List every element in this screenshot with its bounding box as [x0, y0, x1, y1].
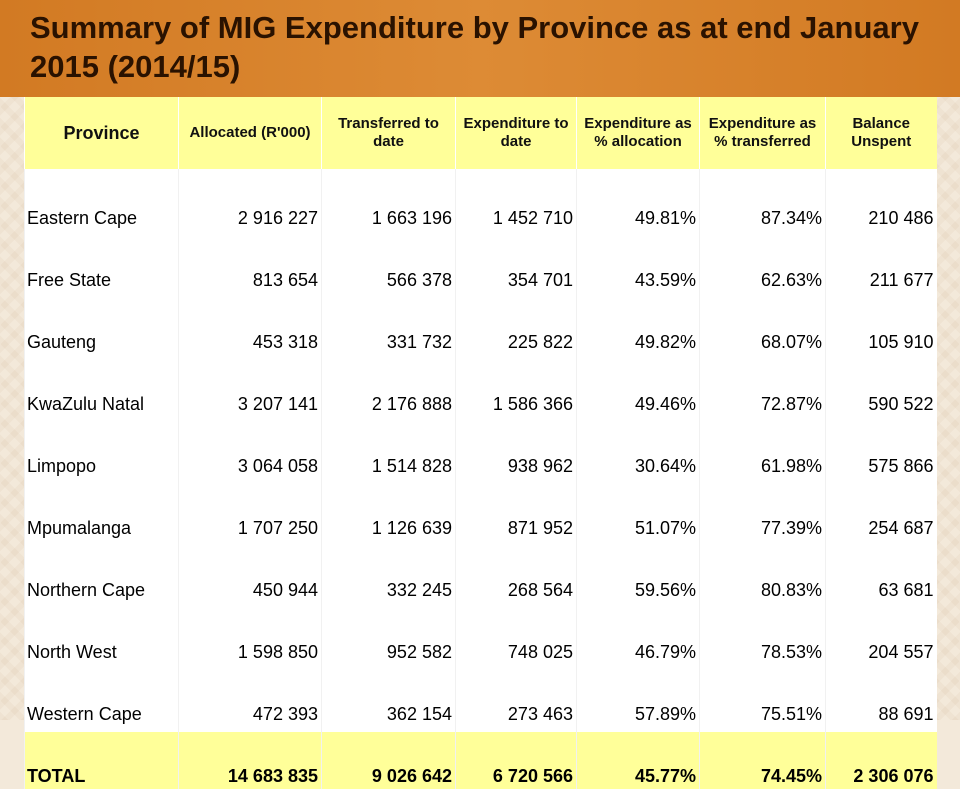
cell-exp-pct-allocation: 51.07%	[576, 484, 700, 546]
table-body: Eastern Cape 2 916 227 1 663 196 1 452 7…	[24, 169, 937, 789]
cell-exp-pct-transferred: 77.39%	[699, 484, 826, 546]
cell-exp-pct-transferred: 78.53%	[699, 608, 826, 670]
cell-exp-pct-transferred: 68.07%	[699, 298, 826, 360]
cell-allocated: 3 207 141	[178, 360, 322, 422]
cell-transferred: 362 154	[321, 670, 456, 732]
slide-title: Summary of MIG Expenditure by Province a…	[30, 10, 919, 84]
cell-balance-unspent: 211 677	[825, 236, 937, 298]
cell-province: Eastern Cape	[24, 169, 179, 236]
total-row: TOTAL 14 683 835 9 026 642 6 720 566 45.…	[24, 732, 937, 789]
table-header-row: Province Allocated (R'000) Transferred t…	[24, 97, 937, 169]
cell-expenditure: 938 962	[455, 422, 577, 484]
title-bar: Summary of MIG Expenditure by Province a…	[0, 0, 960, 97]
header-transferred: Transferred to date	[321, 97, 456, 169]
title-band	[0, 0, 960, 97]
header-exp-pct-allocation: Expenditure as % allocation	[576, 97, 700, 169]
cell-balance-unspent: 254 687	[825, 484, 937, 546]
expenditure-table: Province Allocated (R'000) Transferred t…	[24, 97, 937, 789]
cell-province: Western Cape	[24, 670, 179, 732]
cell-balance-unspent: 204 557	[825, 608, 937, 670]
table-row: KwaZulu Natal 3 207 141 2 176 888 1 586 …	[24, 360, 937, 422]
header-balance-unspent: Balance Unspent	[825, 97, 937, 169]
cell-exp-pct-allocation: 49.82%	[576, 298, 700, 360]
cell-expenditure: 871 952	[455, 484, 577, 546]
cell-balance-unspent: 210 486	[825, 169, 937, 236]
cell-province: North West	[24, 608, 179, 670]
cell-allocated: 1 707 250	[178, 484, 322, 546]
cell-allocated: 450 944	[178, 546, 322, 608]
cell-exp-pct-transferred: 87.34%	[699, 169, 826, 236]
table-row: Limpopo 3 064 058 1 514 828 938 962 30.6…	[24, 422, 937, 484]
cell-exp-pct-allocation: 59.56%	[576, 546, 700, 608]
header-exp-pct-transferred: Expenditure as % transferred	[699, 97, 826, 169]
total-label: TOTAL	[24, 732, 179, 789]
cell-transferred: 1 126 639	[321, 484, 456, 546]
cell-allocated: 472 393	[178, 670, 322, 732]
cell-allocated: 453 318	[178, 298, 322, 360]
table-row: Free State 813 654 566 378 354 701 43.59…	[24, 236, 937, 298]
cell-expenditure: 268 564	[455, 546, 577, 608]
cell-balance-unspent: 63 681	[825, 546, 937, 608]
cell-province: KwaZulu Natal	[24, 360, 179, 422]
cell-exp-pct-allocation: 46.79%	[576, 608, 700, 670]
total-exp-pct-allocation: 45.77%	[576, 732, 700, 789]
cell-exp-pct-transferred: 75.51%	[699, 670, 826, 732]
cell-exp-pct-transferred: 80.83%	[699, 546, 826, 608]
cell-expenditure: 1 452 710	[455, 169, 577, 236]
cell-expenditure: 748 025	[455, 608, 577, 670]
total-expenditure: 6 720 566	[455, 732, 577, 789]
cell-province: Mpumalanga	[24, 484, 179, 546]
header-expenditure: Expenditure to date	[455, 97, 577, 169]
cell-exp-pct-allocation: 49.46%	[576, 360, 700, 422]
table-row: Western Cape 472 393 362 154 273 463 57.…	[24, 670, 937, 732]
table-row: North West 1 598 850 952 582 748 025 46.…	[24, 608, 937, 670]
cell-exp-pct-allocation: 57.89%	[576, 670, 700, 732]
cell-exp-pct-transferred: 61.98%	[699, 422, 826, 484]
cell-province: Northern Cape	[24, 546, 179, 608]
cell-transferred: 566 378	[321, 236, 456, 298]
cell-expenditure: 225 822	[455, 298, 577, 360]
cell-balance-unspent: 575 866	[825, 422, 937, 484]
table-row: Mpumalanga 1 707 250 1 126 639 871 952 5…	[24, 484, 937, 546]
cell-province: Gauteng	[24, 298, 179, 360]
cell-transferred: 2 176 888	[321, 360, 456, 422]
cell-balance-unspent: 105 910	[825, 298, 937, 360]
expenditure-table-container: Province Allocated (R'000) Transferred t…	[24, 97, 937, 789]
cell-expenditure: 273 463	[455, 670, 577, 732]
cell-exp-pct-allocation: 49.81%	[576, 169, 700, 236]
total-transferred: 9 026 642	[321, 732, 456, 789]
table-row: Gauteng 453 318 331 732 225 822 49.82% 6…	[24, 298, 937, 360]
total-exp-pct-transferred: 74.45%	[699, 732, 826, 789]
cell-transferred: 331 732	[321, 298, 456, 360]
cell-transferred: 1 514 828	[321, 422, 456, 484]
cell-province: Limpopo	[24, 422, 179, 484]
header-allocated: Allocated (R'000)	[178, 97, 322, 169]
cell-transferred: 332 245	[321, 546, 456, 608]
cell-transferred: 952 582	[321, 608, 456, 670]
cell-balance-unspent: 590 522	[825, 360, 937, 422]
cell-allocated: 1 598 850	[178, 608, 322, 670]
cell-exp-pct-transferred: 72.87%	[699, 360, 826, 422]
total-balance-unspent: 2 306 076	[825, 732, 937, 789]
cell-allocated: 813 654	[178, 236, 322, 298]
cell-allocated: 2 916 227	[178, 169, 322, 236]
cell-province: Free State	[24, 236, 179, 298]
cell-expenditure: 1 586 366	[455, 360, 577, 422]
cell-exp-pct-transferred: 62.63%	[699, 236, 826, 298]
cell-transferred: 1 663 196	[321, 169, 456, 236]
header-province: Province	[24, 97, 179, 169]
cell-allocated: 3 064 058	[178, 422, 322, 484]
table-row: Northern Cape 450 944 332 245 268 564 59…	[24, 546, 937, 608]
table-row: Eastern Cape 2 916 227 1 663 196 1 452 7…	[24, 169, 937, 236]
cell-balance-unspent: 88 691	[825, 670, 937, 732]
total-allocated: 14 683 835	[178, 732, 322, 789]
cell-exp-pct-allocation: 43.59%	[576, 236, 700, 298]
cell-exp-pct-allocation: 30.64%	[576, 422, 700, 484]
cell-expenditure: 354 701	[455, 236, 577, 298]
